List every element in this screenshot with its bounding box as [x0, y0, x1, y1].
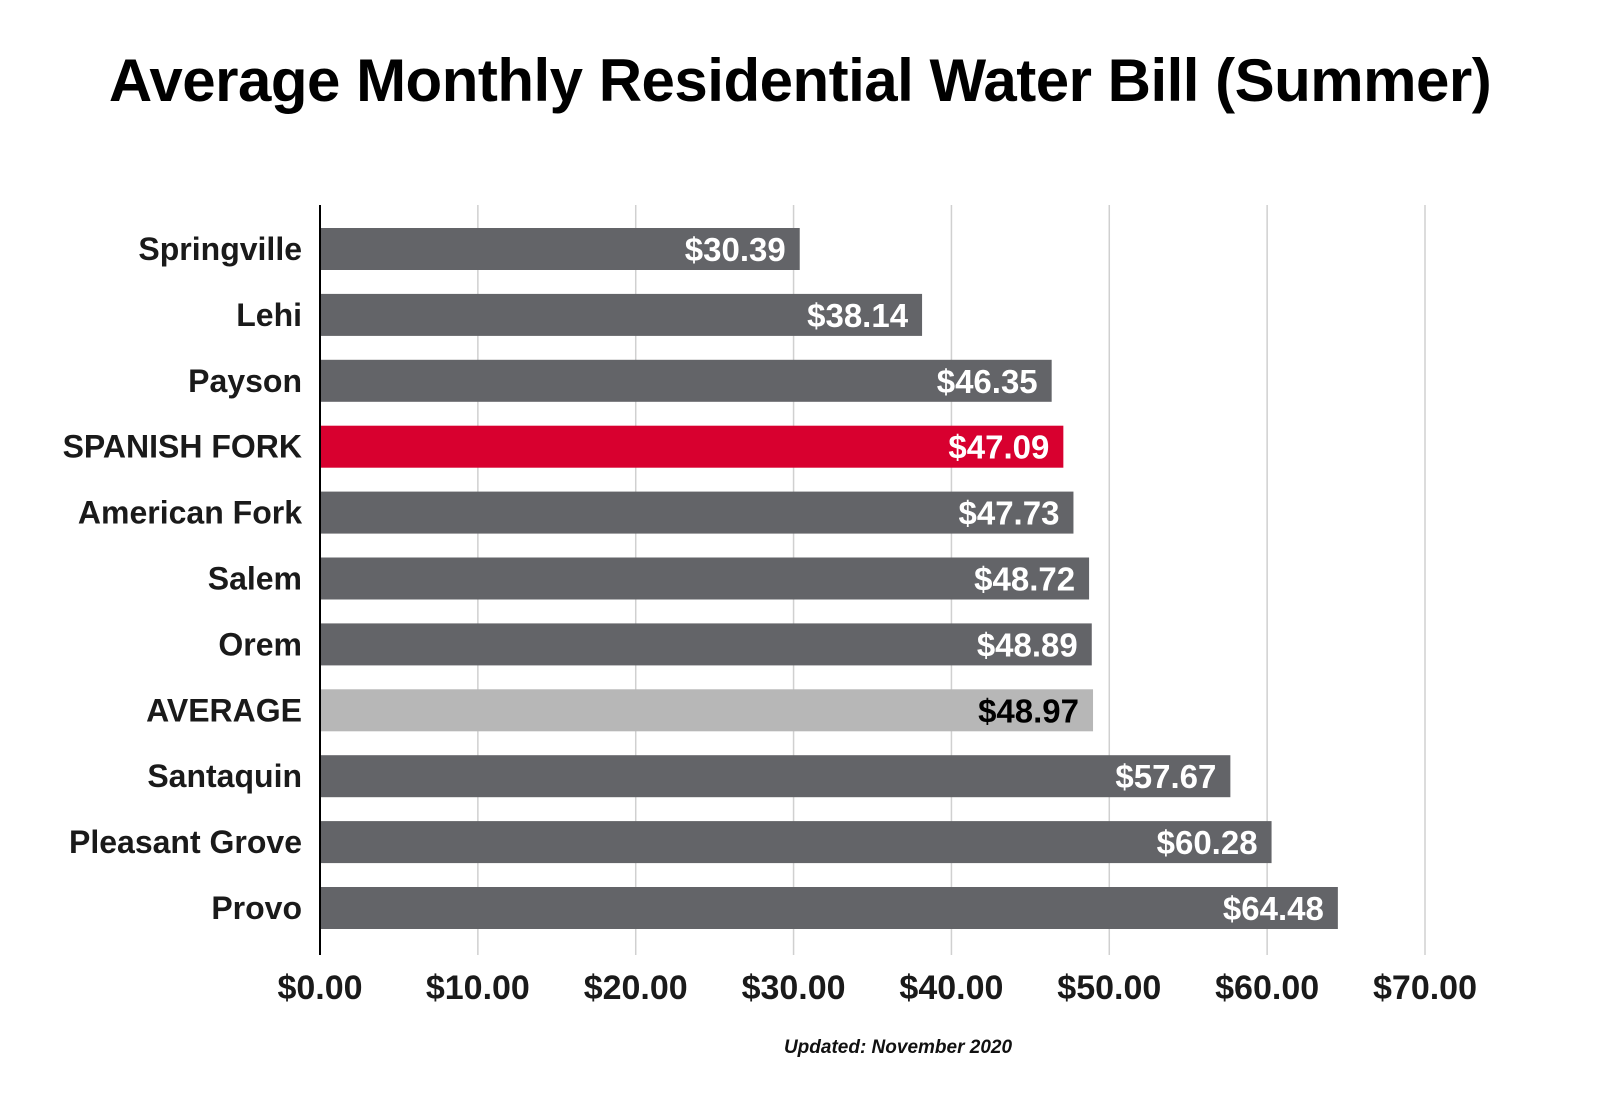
value-label-pleasant-grove: $60.28	[1157, 824, 1258, 861]
bar-lehi	[320, 293, 923, 336]
category-label-springville: Springville	[138, 231, 302, 267]
x-axis-tick-labels: $0.00 $10.00 $20.00 $30.00 $40.00 $50.00 $60.0…	[277, 969, 1477, 1007]
x-tick-label-0: $0.00	[277, 969, 362, 1007]
bar-springville	[320, 228, 800, 270]
value-label-spanish-fork: $47.09	[948, 429, 1049, 466]
bar-salem	[320, 557, 1090, 600]
bar-average	[320, 689, 1094, 732]
value-label-springville: $30.39	[685, 231, 786, 268]
value-label-average: $48.97	[978, 692, 1079, 729]
category-label-american-fork: American Fork	[78, 495, 302, 531]
value-label-orem: $48.89	[977, 626, 1078, 663]
bar-pleasant-grove	[320, 821, 1272, 864]
category-label-orem: Orem	[218, 626, 302, 662]
value-label-provo: $64.48	[1223, 890, 1324, 927]
x-tick-label-60: $60.00	[1215, 969, 1319, 1007]
footnote: Updated: November 2020	[783, 1037, 1013, 1058]
x-tick-label-50: $50.00	[1057, 969, 1161, 1007]
x-tick-label-30: $30.00	[742, 969, 846, 1007]
category-label-lehi: Lehi	[236, 297, 302, 333]
x-tick-label-10: $10.00	[426, 969, 530, 1007]
category-label-pleasant-grove: Pleasant Grove	[69, 824, 302, 860]
category-label-spanish-fork: SPANISH FORK	[63, 429, 302, 465]
category-label-salem: Salem	[208, 561, 302, 597]
bar-spanish-fork	[320, 425, 1064, 468]
chart-title: Average Monthly Residential Water Bill (…	[108, 47, 1492, 114]
value-labels: $30.39 $38.14 $46.35 $47.09 $47.73 $48.72 $48.…	[685, 231, 1324, 927]
value-label-santaquin: $57.67	[1115, 758, 1216, 795]
bar-provo	[320, 887, 1338, 929]
bar-american-fork	[320, 491, 1074, 534]
x-tick-label-70: $70.00	[1373, 969, 1477, 1007]
category-label-payson: Payson	[188, 363, 302, 399]
value-label-salem: $48.72	[974, 561, 1075, 598]
category-label-provo: Provo	[211, 890, 302, 926]
bar-orem	[320, 623, 1092, 666]
value-label-american-fork: $47.73	[959, 495, 1060, 532]
value-label-lehi: $38.14	[807, 297, 909, 334]
category-label-santaquin: Santaquin	[147, 758, 302, 794]
value-label-payson: $46.35	[937, 363, 1038, 400]
category-label-average: AVERAGE	[146, 692, 302, 728]
x-tick-label-20: $20.00	[584, 969, 688, 1007]
bars	[320, 228, 1338, 929]
category-labels: Springville Lehi Payson SPANISH FORK America…	[63, 231, 303, 926]
bar-santaquin	[320, 755, 1231, 798]
x-tick-label-40: $40.00	[899, 969, 1003, 1007]
bar-payson	[320, 359, 1052, 402]
